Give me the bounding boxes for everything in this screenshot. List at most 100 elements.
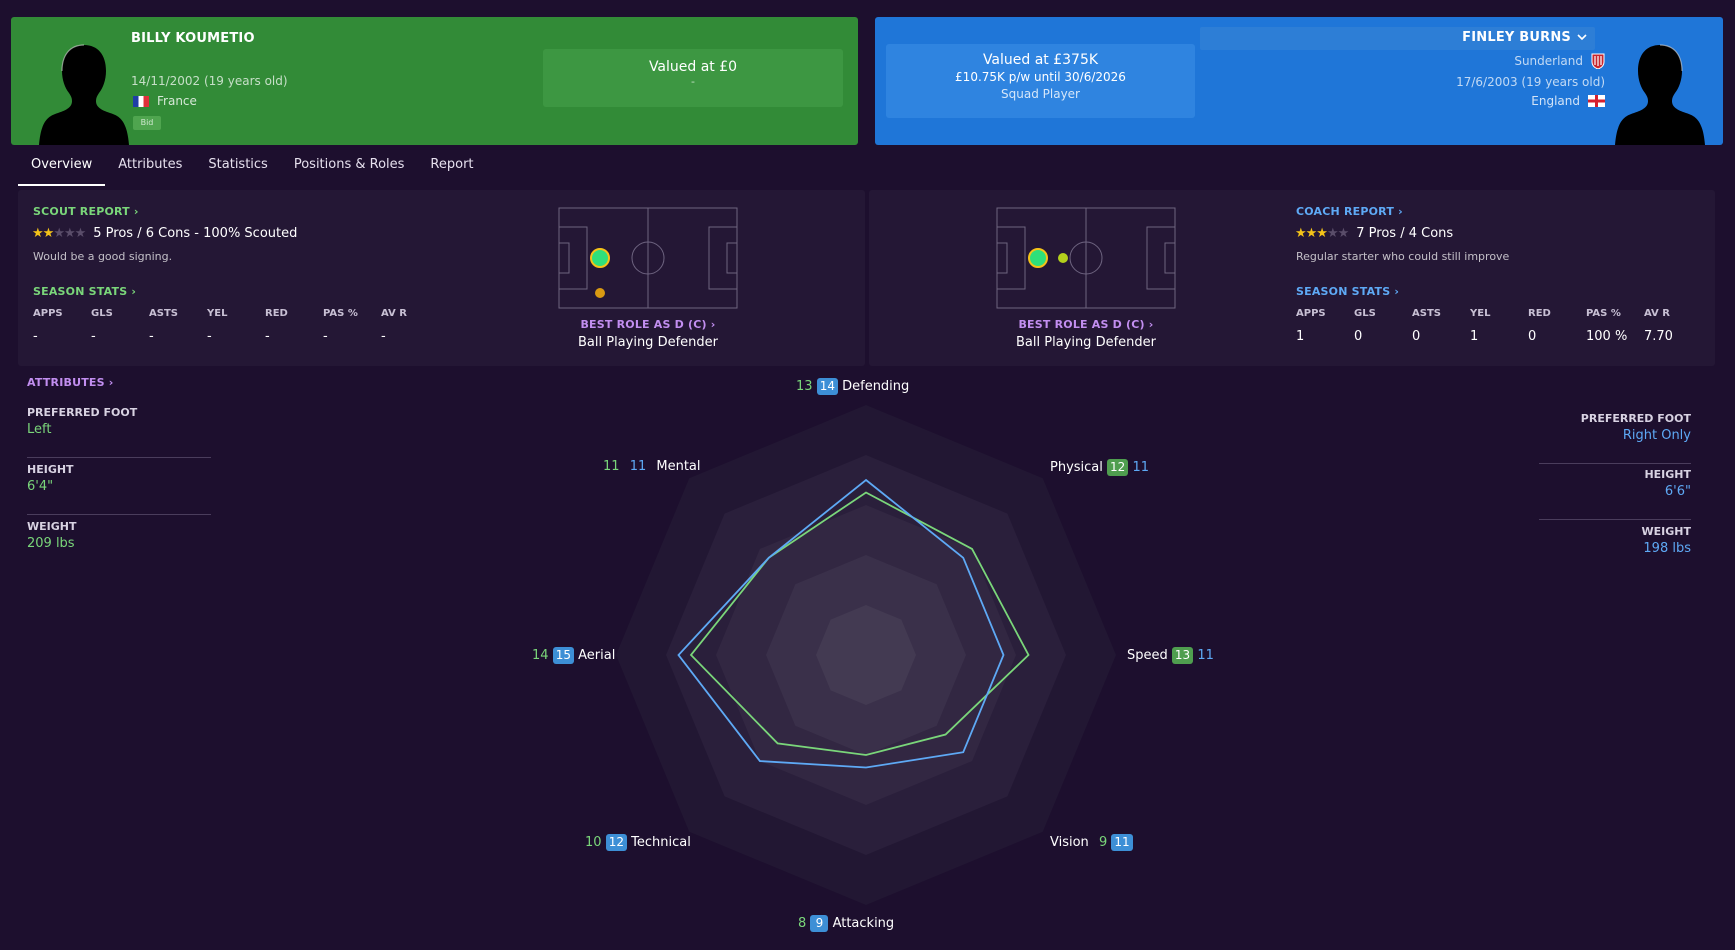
left-season-stats-link[interactable]: SEASON STATS › xyxy=(33,285,136,298)
stat-header: GLS xyxy=(1354,308,1376,319)
radar-label-attacking: 8 9 Attacking xyxy=(798,915,894,932)
stat-header: APPS xyxy=(33,308,63,319)
tab-positions-roles[interactable]: Positions & Roles xyxy=(293,157,405,172)
coach-summary: 7 Pros / 4 Cons xyxy=(1356,226,1454,241)
axis-name: Technical xyxy=(631,835,691,850)
scout-report-link[interactable]: SCOUT REPORT › xyxy=(33,205,139,218)
right-value: 11 xyxy=(629,459,647,474)
axis-name: Speed xyxy=(1127,648,1168,663)
stat-value: 1 xyxy=(1296,329,1305,344)
preferred-foot-value: Left xyxy=(27,422,52,437)
stat-header: RED xyxy=(265,308,288,319)
weight-value: 209 lbs xyxy=(27,536,75,551)
tab-overview[interactable]: Overview xyxy=(18,150,106,186)
left-position-pitch[interactable] xyxy=(558,207,738,309)
radar-label-technical: 10 12 Technical xyxy=(585,834,691,851)
right-player-club-row: Sunderland xyxy=(1514,53,1605,69)
stat-value: 7.70 xyxy=(1644,329,1673,344)
right-player-dob: 17/6/2003 (19 years old) xyxy=(1456,75,1605,89)
right-wage: £10.75K p/w until 30/6/2026 xyxy=(955,70,1126,84)
left-player-name[interactable]: BILLY KOUMETIO xyxy=(131,31,255,46)
left-value: 13 xyxy=(796,379,813,394)
stat-value: 0 xyxy=(1354,329,1363,344)
coach-rating-row: ★★★★★ 7 Pros / 4 Cons xyxy=(1295,226,1453,241)
left-value-sub: - xyxy=(691,75,695,88)
bid-badge[interactable]: Bid xyxy=(133,116,161,130)
stat-value: 0 xyxy=(1528,329,1537,344)
axis-name: Physical xyxy=(1050,460,1103,475)
height-value: 6'6" xyxy=(1664,484,1691,499)
radar-label-mental: 11 11 Mental xyxy=(603,459,701,474)
preferred-foot-value: Right Only xyxy=(1622,428,1691,443)
stat-value: - xyxy=(207,329,212,344)
right-player-nationality-row: England xyxy=(1531,94,1605,108)
chevron-right-icon: › xyxy=(108,376,114,389)
best-role-label: BEST ROLE AS D (C) xyxy=(580,318,707,331)
attributes-label: ATTRIBUTES xyxy=(27,376,105,389)
right-summary-panel: BEST ROLE AS D (C) › Ball Playing Defend… xyxy=(869,190,1715,366)
right-preferred-foot: PREFERRED FOOT Right Only xyxy=(1505,412,1691,443)
stat-header: AV R xyxy=(381,308,407,319)
left-value-badge: 13 xyxy=(1171,647,1194,664)
left-summary-panel: SCOUT REPORT › ★★★★★ 5 Pros / 6 Cons - 1… xyxy=(18,190,865,366)
chevron-right-icon: › xyxy=(710,318,716,331)
left-best-role-name: Ball Playing Defender xyxy=(577,335,718,350)
left-weight: WEIGHT 209 lbs xyxy=(27,520,213,551)
tab-report[interactable]: Report xyxy=(430,157,474,172)
stat-value: - xyxy=(33,329,38,344)
stat-header: YEL xyxy=(207,308,228,319)
attributes-link[interactable]: ATTRIBUTES › xyxy=(27,376,114,389)
left-best-role-link[interactable]: BEST ROLE AS D (C) › xyxy=(548,318,748,331)
radar-label-aerial: 14 15 Aerial xyxy=(532,647,615,664)
secondary-position-marker xyxy=(1058,253,1068,263)
preferred-foot-label: PREFERRED FOOT xyxy=(1580,412,1691,425)
tab-bar: Overview Attributes Statistics Positions… xyxy=(18,150,487,186)
right-value: 11 xyxy=(1132,460,1149,475)
stat-value: - xyxy=(265,329,270,344)
stat-header: RED xyxy=(1528,308,1551,319)
right-season-stats-table: APPS GLS ASTS YEL RED PAS % AV R 1 0 0 1… xyxy=(1296,308,1702,344)
stat-header: ASTS xyxy=(149,308,178,319)
player-silhouette-icon xyxy=(39,44,129,145)
left-value-box: Valued at £0 - xyxy=(543,49,843,107)
left-value: 10 xyxy=(585,835,602,850)
left-value: 14 xyxy=(532,648,549,663)
chevron-right-icon: › xyxy=(1398,205,1403,218)
tab-attributes[interactable]: Attributes xyxy=(118,157,183,172)
player-selector-dropdown[interactable]: FINLEY BURNS xyxy=(1200,27,1595,50)
right-weight: WEIGHT 198 lbs xyxy=(1505,525,1691,556)
season-stats-label: SEASON STATS xyxy=(33,285,128,298)
right-best-role: BEST ROLE AS D (C) › Ball Playing Defend… xyxy=(986,318,1186,350)
divider xyxy=(1539,519,1691,520)
right-season-stats-link[interactable]: SEASON STATS › xyxy=(1296,285,1399,298)
left-value-badge: 12 xyxy=(1107,459,1129,476)
right-value-badge: 14 xyxy=(816,378,838,395)
stat-value: 100 % xyxy=(1586,329,1628,344)
right-player-club[interactable]: Sunderland xyxy=(1514,54,1583,68)
stat-header: AV R xyxy=(1644,308,1670,319)
secondary-position-marker xyxy=(595,288,605,298)
axis-name: Aerial xyxy=(578,648,616,663)
right-position-pitch[interactable] xyxy=(996,207,1176,309)
stat-value: - xyxy=(149,329,154,344)
left-player-card: BILLY KOUMETIO 14/11/2002 (19 years old)… xyxy=(11,17,858,145)
right-value-badge: 11 xyxy=(1111,834,1133,851)
tab-statistics[interactable]: Statistics xyxy=(208,157,268,172)
divider xyxy=(1539,463,1691,464)
height-value: 6'4" xyxy=(27,479,54,494)
left-best-role: BEST ROLE AS D (C) › Ball Playing Defend… xyxy=(548,318,748,350)
stat-value: - xyxy=(91,329,96,344)
right-best-role-link[interactable]: BEST ROLE AS D (C) › xyxy=(986,318,1186,331)
coach-comment: Regular starter who could still improve xyxy=(1296,250,1510,263)
weight-value: 198 lbs xyxy=(1643,541,1691,556)
france-flag-icon xyxy=(133,95,149,107)
left-player-nationality-row: France xyxy=(133,94,197,108)
scout-rating-row: ★★★★★ 5 Pros / 6 Cons - 100% Scouted xyxy=(32,226,297,241)
coach-report-label: COACH REPORT xyxy=(1296,205,1395,218)
left-value: 9 xyxy=(1098,835,1108,850)
coach-report-link[interactable]: COACH REPORT › xyxy=(1296,205,1403,218)
radar-label-defending: 13 14 Defending xyxy=(796,378,909,395)
chevron-down-icon xyxy=(1577,34,1587,41)
left-height: HEIGHT 6'4" xyxy=(27,463,213,494)
